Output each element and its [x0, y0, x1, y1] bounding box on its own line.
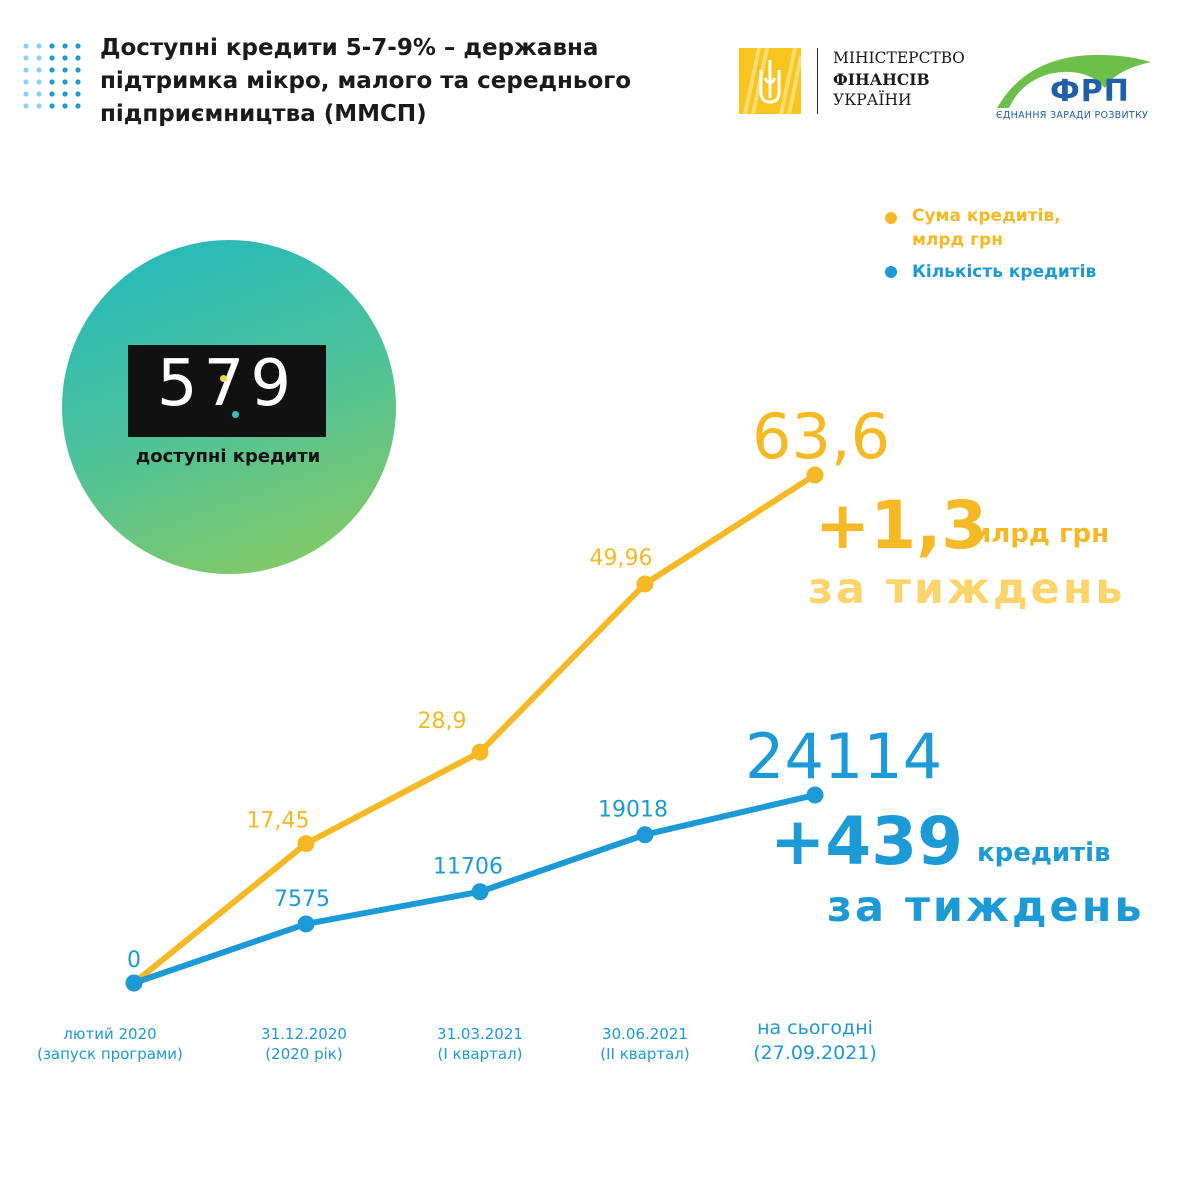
decoration-dot: [75, 55, 81, 61]
legend-sum: Сума кредитів, млрд грн: [885, 204, 1061, 252]
decoration-dot: [62, 91, 68, 97]
data-point: [806, 466, 824, 484]
decoration-dot: [62, 67, 68, 73]
series-line: [131, 472, 818, 986]
legend-count-label: Кількість кредитів: [912, 262, 1097, 282]
frp-logo-name: ФРП: [1050, 74, 1130, 109]
decoration-dot: [49, 43, 55, 49]
data-point: [806, 786, 824, 804]
data-label: 17,45: [247, 809, 310, 834]
minfin-logo-text: МІНІСТЕРСТВО ФІНАНСІВ УКРАЇНИ: [833, 48, 965, 111]
trident-emblem-icon: [739, 48, 801, 114]
decoration-dot: [75, 43, 81, 49]
legend-count-marker: [885, 266, 897, 278]
decoration-dot: [36, 43, 42, 49]
x-tick-label: на сьогодні (27.09.2021): [753, 1017, 877, 1064]
data-label: 49,96: [590, 546, 653, 571]
data-label: 7575: [274, 887, 330, 912]
decoration-dot: [62, 55, 68, 61]
data-label: 28,9: [418, 709, 467, 734]
decoration-dot: [49, 79, 55, 85]
decoration-dot: [49, 91, 55, 97]
decoration-dot: [62, 79, 68, 85]
decoration-dot: [49, 103, 55, 109]
legend-sum-line-1: Сума кредитів,: [912, 206, 1061, 226]
decoration-dot: [23, 43, 29, 49]
minfin-line-2: ФІНАНСІВ: [833, 70, 930, 89]
decoration-dot: [49, 55, 55, 61]
decoration-dot: [49, 67, 55, 73]
decoration-dot: [23, 103, 29, 109]
decoration-dot: [23, 91, 29, 97]
decoration-dot: [36, 55, 42, 61]
program-logo: 579: [128, 345, 326, 437]
x-tick-label: 30.06.2021 (ІІ квартал): [600, 1025, 690, 1063]
minfin-line-3: УКРАЇНИ: [833, 91, 912, 109]
decoration-dot: [75, 103, 81, 109]
legend-sum-line-2: млрд грн: [912, 230, 1003, 250]
program-logo-number: 579: [156, 347, 298, 421]
decoration-dot: [75, 67, 81, 73]
data-point: [471, 883, 489, 901]
decoration-dot: [36, 67, 42, 73]
decoration-dot: [75, 91, 81, 97]
frp-arc-icon: [997, 54, 1151, 108]
title-line-2: підтримка мікро, малого та середнього: [100, 68, 632, 94]
sum-latest-value: 63,6: [752, 400, 891, 473]
count-weekly-period: за тиждень: [827, 882, 1145, 932]
x-tick-label: лютий 2020 (запуск програми): [37, 1025, 183, 1063]
data-point: [636, 575, 654, 593]
count-latest-value: 24114: [745, 720, 943, 793]
decoration-dot: [62, 103, 68, 109]
data-point: [125, 974, 143, 992]
decoration-dot: [36, 91, 42, 97]
data-point: [297, 835, 315, 853]
decoration-dot: [75, 79, 81, 85]
sum-weekly-unit: млрд грн: [970, 519, 1110, 549]
data-label: 11706: [433, 855, 503, 880]
x-tick-label: 31.03.2021 (І квартал): [437, 1025, 523, 1063]
logo-divider: [817, 48, 818, 114]
x-tick-label: 31.12.2020 (2020 рік): [261, 1025, 347, 1063]
count-weekly-increase: +439: [770, 803, 964, 880]
frp-logo-tagline: ЄДНАННЯ ЗАРАДИ РОЗВИТКУ: [996, 110, 1149, 121]
count-weekly-unit: кредитів: [977, 838, 1111, 868]
decoration-dot: [23, 79, 29, 85]
dotted-decoration: [23, 43, 81, 109]
data-point: [297, 915, 315, 933]
page-title: Доступні кредити 5-7-9% – державна підтр…: [100, 32, 700, 131]
data-point: [636, 826, 654, 844]
minfin-line-1: МІНІСТЕРСТВО: [833, 49, 965, 67]
legend-sum-marker: [885, 212, 897, 224]
data-point: [471, 743, 489, 761]
decoration-dot: [36, 103, 42, 109]
legend-count: Кількість кредитів: [885, 260, 1097, 284]
sum-weekly-period: за тиждень: [808, 564, 1126, 614]
decoration-dot: [23, 55, 29, 61]
title-line-1: Доступні кредити 5-7-9% – державна: [100, 35, 599, 61]
decoration-dot: [62, 43, 68, 49]
data-label: 19018: [598, 798, 668, 823]
program-logo-caption: доступні кредити: [135, 446, 321, 467]
logo-accent-dot: [220, 375, 227, 382]
logo-accent-dot: [232, 411, 239, 418]
sum-weekly-increase: +1,3: [815, 487, 988, 564]
data-label: 0: [127, 948, 141, 973]
decoration-dot: [36, 79, 42, 85]
decoration-dot: [23, 67, 29, 73]
title-line-3: підприємництва (ММСП): [100, 101, 427, 127]
